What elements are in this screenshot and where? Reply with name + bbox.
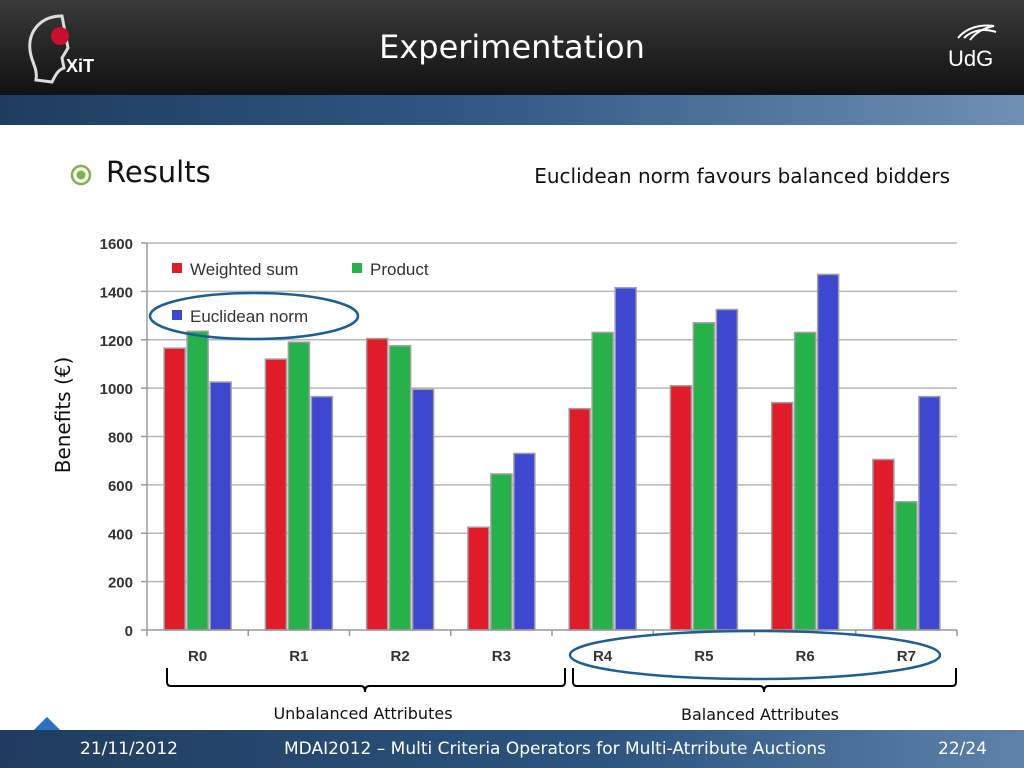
highlight-ellipse-balanced xyxy=(568,629,942,681)
y-tick-label: 800 xyxy=(108,430,133,447)
bar-euclidean-norm-r2 xyxy=(411,388,435,631)
chart-legend: Weighted sum Product Euclidean norm xyxy=(172,260,429,326)
legend-swatch-weighted-sum xyxy=(172,263,182,273)
bar-euclidean-norm-r6 xyxy=(816,273,840,631)
y-tick-label: 1600 xyxy=(100,236,133,253)
header-band xyxy=(0,95,1024,125)
bar-product-r7 xyxy=(895,501,918,631)
x-tick-label-r4: R4 xyxy=(593,648,613,665)
bar-weighted-sum-r6 xyxy=(770,401,794,631)
slide-note: Euclidean norm favours balanced bidders xyxy=(534,164,950,188)
bar-euclidean-norm-r1 xyxy=(310,395,334,631)
y-tick-label: 400 xyxy=(108,526,133,543)
x-tick-label-r5: R5 xyxy=(694,648,713,665)
y-tick-label: 1000 xyxy=(100,381,133,398)
bar-weighted-sum-r2 xyxy=(365,337,389,631)
legend-swatch-product xyxy=(352,263,362,273)
bar-weighted-sum-r1 xyxy=(264,358,288,631)
y-tick-label: 1200 xyxy=(100,333,133,350)
legend-label-product: Product xyxy=(370,260,429,279)
bar-weighted-sum-r3 xyxy=(467,526,490,631)
brace-unbalanced xyxy=(166,668,566,693)
y-tick-label: 600 xyxy=(108,478,133,495)
bar-product-r4 xyxy=(591,331,614,631)
y-axis-label: Benefits (€) xyxy=(51,357,75,474)
x-tick-label-r7: R7 xyxy=(897,648,916,665)
udg-logo-text: UdG xyxy=(948,46,993,71)
legend-swatch-euclidean-norm xyxy=(172,310,182,320)
slide-footer: 21/11/2012 MDAI2012 – Multi Criteria Ope… xyxy=(0,730,1024,768)
y-tick-label: 200 xyxy=(108,575,133,592)
bar-euclidean-norm-r5 xyxy=(715,308,739,631)
y-tick-label: 0 xyxy=(125,623,133,640)
bar-euclidean-norm-r7 xyxy=(918,395,941,631)
bar-euclidean-norm-r4 xyxy=(614,286,637,631)
bar-weighted-sum-r0 xyxy=(163,347,186,631)
x-tick-label-r1: R1 xyxy=(289,648,308,665)
bar-product-r1 xyxy=(287,341,311,631)
brace-balanced xyxy=(572,668,957,693)
bar-weighted-sum-r7 xyxy=(872,458,895,631)
bar-weighted-sum-r4 xyxy=(568,407,591,631)
bar-product-r5 xyxy=(692,322,716,631)
bar-weighted-sum-r5 xyxy=(669,384,693,631)
footer-title: MDAI2012 – Multi Criteria Operators for … xyxy=(284,739,826,759)
legend-label-weighted-sum: Weighted sum xyxy=(190,260,298,279)
y-tick-label: 1400 xyxy=(100,284,133,301)
slide-header xyxy=(0,0,1024,95)
bar-product-r3 xyxy=(490,473,513,631)
x-tick-label-r0: R0 xyxy=(188,648,207,665)
x-tick-label-r3: R3 xyxy=(492,648,511,665)
x-tick-label-r2: R2 xyxy=(391,648,410,665)
x-tick-label-r6: R6 xyxy=(796,648,815,665)
bar-product-r6 xyxy=(793,331,817,631)
y-axis-ticks: 0 200 400 600 800 1000 1200 1400 1600 xyxy=(100,236,133,640)
legend-label-euclidean-norm: Euclidean norm xyxy=(190,307,308,326)
bullet-icon xyxy=(70,164,92,186)
annotation-balanced: Balanced Attributes xyxy=(681,705,839,724)
bar-product-r0 xyxy=(186,330,209,631)
slide-title: Experimentation xyxy=(379,28,645,66)
bar-euclidean-norm-r0 xyxy=(209,381,232,631)
chart-bars xyxy=(163,273,941,631)
bullet-results: Results xyxy=(106,155,211,189)
x-axis-ticks: R0 R1 R2 R3 R4 R5 R6 R7 xyxy=(146,630,958,665)
xit-logo-text: XiT xyxy=(66,56,94,76)
udg-logo: UdG xyxy=(948,24,997,71)
annotation-unbalanced: Unbalanced Attributes xyxy=(273,704,452,723)
bar-euclidean-norm-r3 xyxy=(513,452,536,631)
highlight-ellipse-legend xyxy=(148,291,360,341)
bar-product-r2 xyxy=(388,345,412,631)
benefits-bar-chart: 0 200 400 600 800 1000 1200 1400 1600 R0 R1 R2 R3 R4… xyxy=(51,236,958,724)
footer-page: 22/24 xyxy=(938,739,987,759)
footer-date: 21/11/2012 xyxy=(80,739,178,759)
xit-logo: XiT xyxy=(28,14,94,84)
